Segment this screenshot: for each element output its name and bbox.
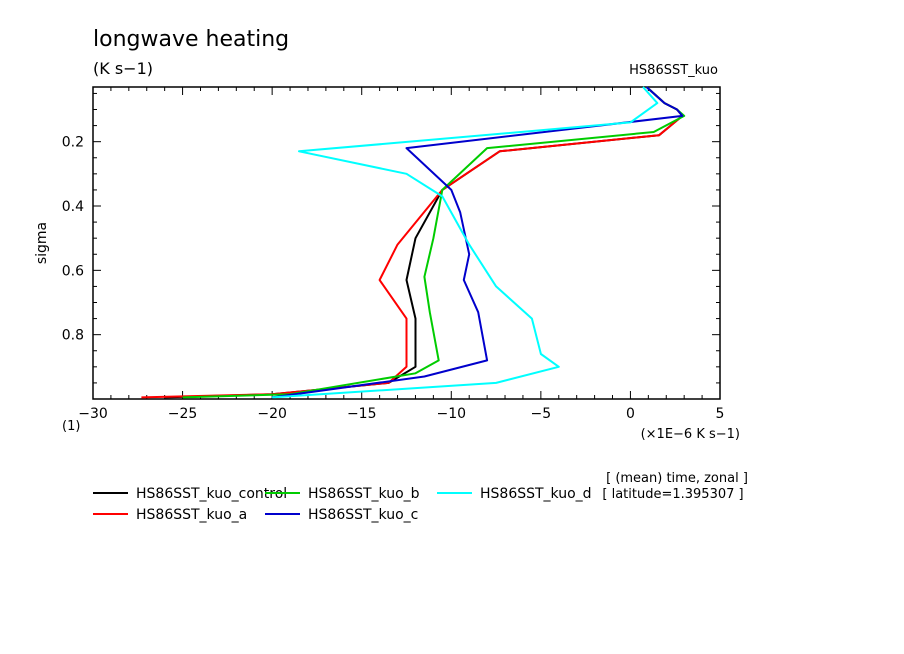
legend-entry-label: HS86SST_kuo_d	[480, 486, 592, 502]
x-tick-label: 5	[716, 406, 725, 422]
y-tick-label: 0.2	[62, 135, 84, 151]
x-unit-note: (1)	[62, 419, 80, 434]
series-line-hs86sst-kuo-control	[164, 86, 684, 399]
legend-entry-label: HS86SST_kuo_c	[308, 507, 418, 523]
x-tick-label: −20	[257, 406, 287, 422]
series-line-hs86sst-kuo-d	[272, 86, 659, 399]
x-tick-label: −30	[78, 406, 108, 422]
x-tick-label: −15	[347, 406, 377, 422]
x-tick-label: −25	[168, 406, 198, 422]
axis-ticks	[92, 87, 721, 399]
x-tick-label: −5	[531, 406, 552, 422]
x-tick-label: −10	[437, 406, 467, 422]
plot-frame	[92, 86, 721, 400]
legend: HS86SST_kuo_control HS86SST_kuo_a HS86SST_…	[93, 486, 592, 523]
x-axis-label: (×1E−6 K s−1)	[641, 427, 740, 442]
chart-title: longwave heating	[93, 27, 289, 52]
annotation-line-2: [ latitude=1.395307 ]	[602, 487, 743, 502]
x-tick-labels: −30 −25 −20 −15 −10 −5 0 5	[78, 406, 724, 422]
x-tick-label: 0	[626, 406, 635, 422]
y-tick-labels: 0.2 0.4 0.6 0.8	[62, 135, 84, 344]
annotation-line-1: [ (mean) time, zonal ]	[606, 471, 748, 486]
legend-entry-label: HS86SST_kuo_a	[136, 507, 247, 523]
legend-entry-label: HS86SST_kuo_b	[308, 486, 420, 502]
plot-area	[92, 86, 721, 400]
series-line-hs86sst-kuo-b	[182, 86, 686, 399]
legend-entry-label: HS86SST_kuo_control	[136, 486, 287, 502]
y-tick-label: 0.8	[62, 328, 84, 344]
y-tick-label: 0.6	[62, 263, 84, 279]
series-line-hs86sst-kuo-a	[141, 86, 684, 399]
y-tick-label: 0.4	[62, 199, 84, 215]
series-line-hs86sst-kuo-c	[271, 86, 684, 399]
chart-units: (K s−1)	[93, 59, 153, 78]
experiment-label: HS86SST_kuo	[629, 63, 718, 78]
y-axis-label: sigma	[34, 222, 50, 264]
series-lines	[141, 86, 686, 399]
